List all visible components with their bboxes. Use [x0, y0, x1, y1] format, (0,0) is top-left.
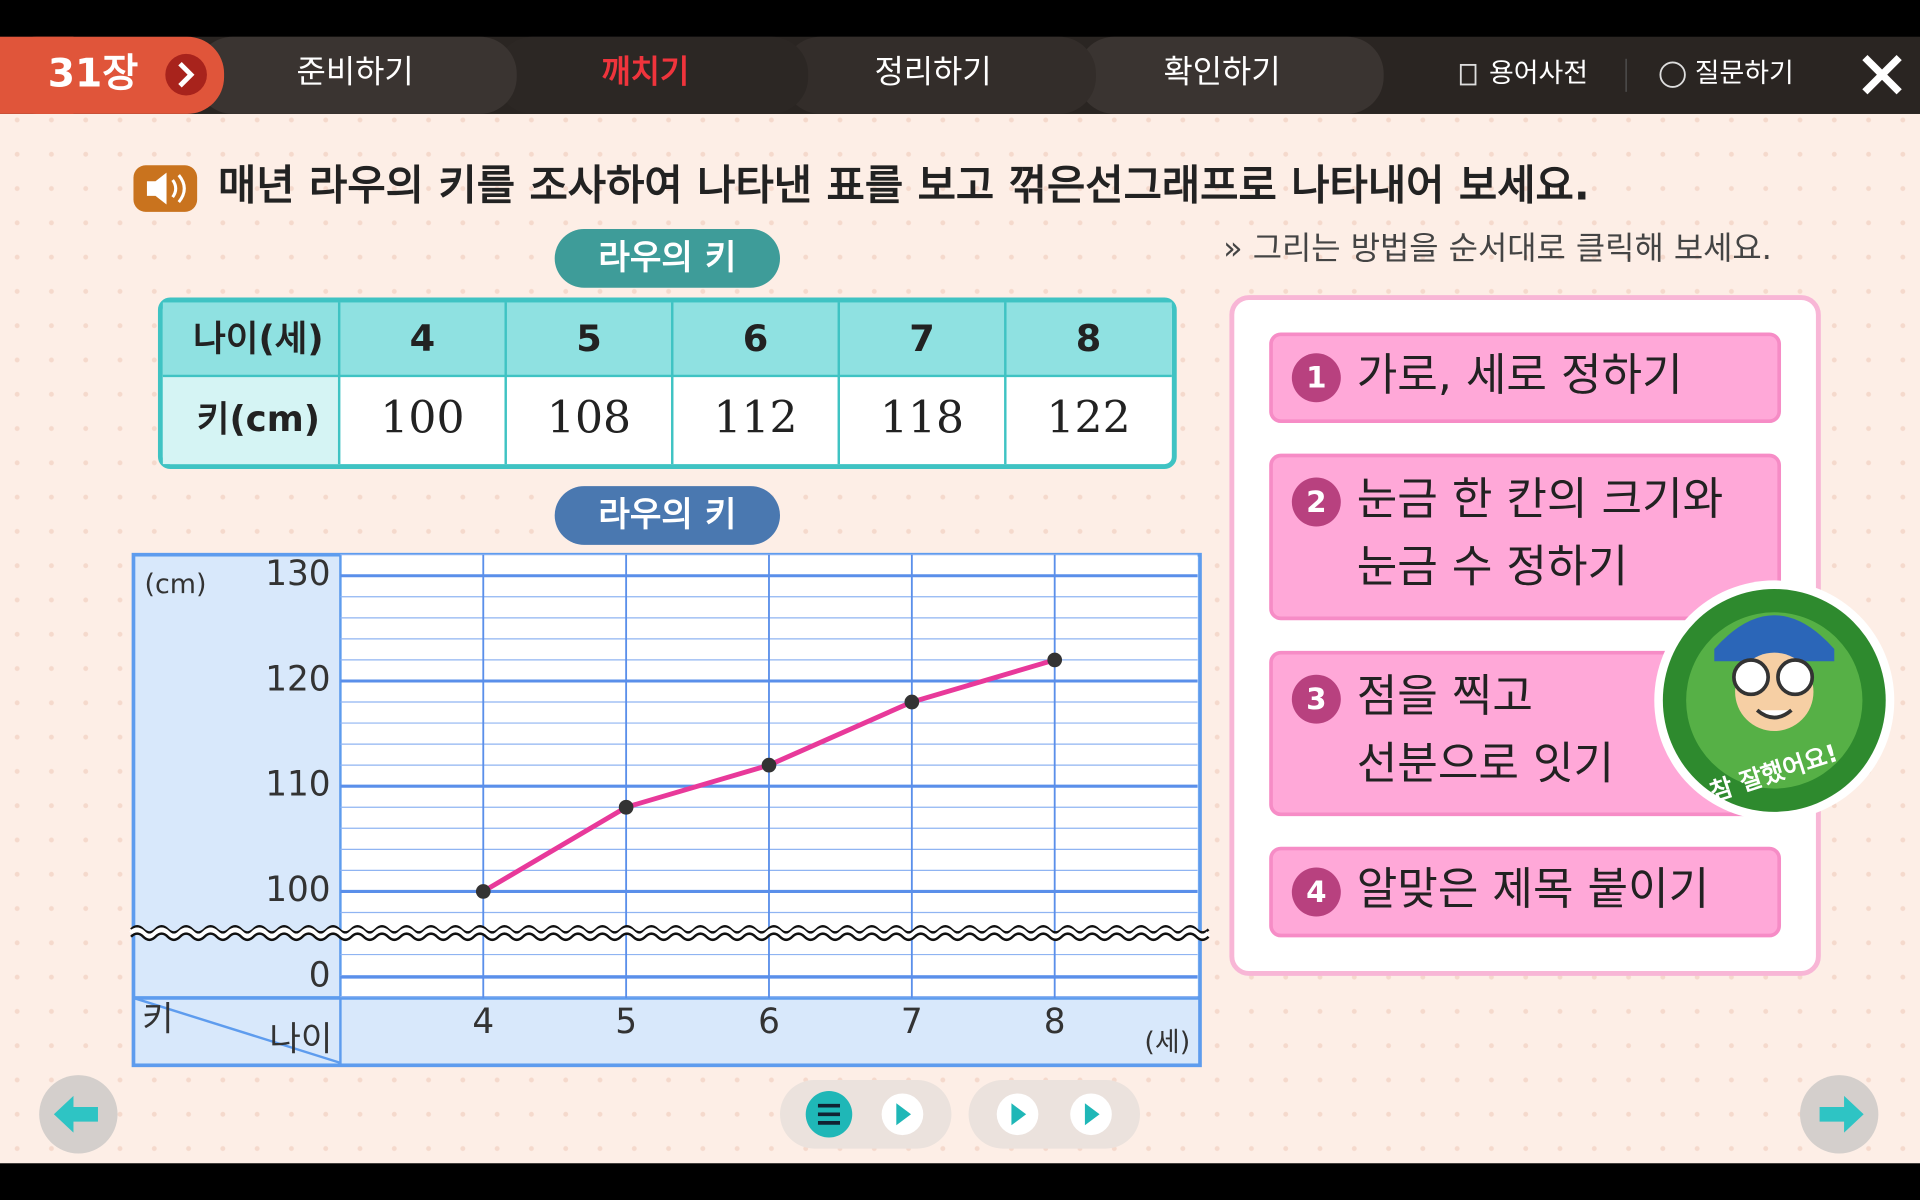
- x-tick-label: 7: [901, 1002, 923, 1042]
- y-tick-label: 120: [265, 659, 330, 699]
- tool[interactable]: 용어사전: [1489, 58, 1588, 89]
- step-text: 가로, 세로 정하기: [1357, 350, 1683, 401]
- step-number: 3: [1306, 682, 1326, 716]
- step-number: 4: [1306, 875, 1326, 909]
- y-tick-label: 100: [265, 870, 330, 910]
- step-number: 1: [1306, 360, 1326, 394]
- step-number-badge: [1291, 674, 1341, 724]
- table-height: 112: [713, 393, 797, 444]
- question-icon: [1659, 61, 1686, 88]
- step-text: 알맞은 제목 붙이기: [1357, 864, 1709, 915]
- chart-title-badge: [554, 486, 780, 545]
- chapter: 31장: [48, 51, 139, 96]
- table-height: 108: [547, 393, 631, 444]
- table-age: 4: [410, 317, 436, 360]
- play-icon: [896, 1103, 912, 1126]
- character-glasses: [1776, 658, 1815, 697]
- table-title-badge: [554, 228, 780, 288]
- chevron-icon: [178, 61, 195, 88]
- step-number-badge: [1291, 353, 1341, 403]
- axis-break: [130, 932, 1210, 942]
- control-group: [968, 1080, 1140, 1149]
- axis-break: [130, 925, 1210, 934]
- tab[interactable]: 준비하기: [297, 52, 414, 90]
- table-height: 100: [380, 393, 464, 444]
- corner-label: 키: [142, 1000, 174, 1040]
- table-age: 7: [909, 317, 935, 360]
- tab[interactable]: 확인하기: [1163, 52, 1280, 90]
- axis-break: [129, 927, 1211, 939]
- chart-title: 라우의 키: [598, 495, 736, 535]
- hint: » 그리는 방법을 순서대로 클릭해 보세요.: [1223, 229, 1772, 267]
- y-axis-label: (cm): [144, 569, 206, 600]
- step-number: 2: [1306, 485, 1326, 519]
- character-helmet: [1714, 615, 1835, 662]
- x-tick-label: 5: [615, 1002, 637, 1042]
- step-button[interactable]: [1269, 453, 1782, 621]
- step-text: 눈금 수 정하기: [1357, 541, 1628, 592]
- y-tick-label: 130: [265, 554, 330, 594]
- table-height: 122: [1047, 393, 1131, 444]
- character-glasses: [1732, 658, 1770, 697]
- table-age: 5: [576, 317, 602, 360]
- menu-icon: [817, 1103, 840, 1125]
- data-point: [475, 884, 491, 899]
- step-number-badge: [1291, 477, 1341, 527]
- tab-active[interactable]: 깨치기: [601, 52, 689, 90]
- data-point: [1047, 652, 1063, 668]
- data-point: [761, 757, 777, 773]
- corner-label: 나이: [269, 1019, 332, 1059]
- next-icon: [1819, 1095, 1864, 1133]
- step-button[interactable]: [1269, 332, 1782, 424]
- table-height: 118: [880, 393, 964, 444]
- x-tick-label: 6: [758, 1002, 780, 1042]
- row-label: 키(cm): [197, 399, 320, 440]
- tab-bg: [783, 36, 1096, 114]
- prev-icon: [53, 1095, 98, 1133]
- x-tick-label: 8: [1044, 1002, 1066, 1042]
- corner-diagonal: [133, 996, 341, 1065]
- tab-bg: [1077, 36, 1384, 114]
- y-tick-label: 110: [265, 765, 330, 805]
- tab-bg: [495, 36, 809, 114]
- table-label-cell: [162, 375, 340, 465]
- y-tick-label: 0: [309, 956, 331, 996]
- close-button[interactable]: [1862, 54, 1902, 95]
- row-label: 나이(세): [193, 318, 323, 359]
- step-text: 점을 찍고: [1357, 671, 1533, 722]
- step-text: 눈금 한 칸의 크기와: [1357, 474, 1723, 525]
- table-title: 라우의 키: [598, 238, 736, 278]
- table-header-row: [162, 302, 1172, 376]
- data-point: [904, 694, 920, 710]
- chapter-pill-edge: [0, 36, 74, 114]
- step-button[interactable]: [1269, 846, 1782, 938]
- table-age: 8: [1076, 317, 1102, 360]
- play-icon: [1084, 1103, 1100, 1126]
- x-axis-label: (세): [1144, 1027, 1190, 1058]
- tab-bg: [195, 36, 517, 114]
- play-icon: [1011, 1103, 1027, 1126]
- step-text: 선분으로 잇기: [1357, 739, 1614, 790]
- speaker-icon: [146, 172, 167, 205]
- table-age: 6: [743, 317, 769, 360]
- dictionary-icon: [1459, 63, 1477, 86]
- speaker-waves: [171, 174, 186, 204]
- step-number-badge: [1291, 867, 1341, 917]
- chapter-chevron[interactable]: [165, 53, 207, 96]
- tool[interactable]: 질문하기: [1695, 58, 1794, 89]
- x-tick-label: 4: [472, 1002, 494, 1042]
- tab[interactable]: 정리하기: [874, 52, 991, 90]
- instruction: 매년 라우의 키를 조사하여 나타낸 표를 보고 꺾은선그래프로 나타내어 보세…: [218, 161, 1590, 210]
- character-mouth: [1755, 708, 1793, 720]
- data-point: [618, 799, 634, 815]
